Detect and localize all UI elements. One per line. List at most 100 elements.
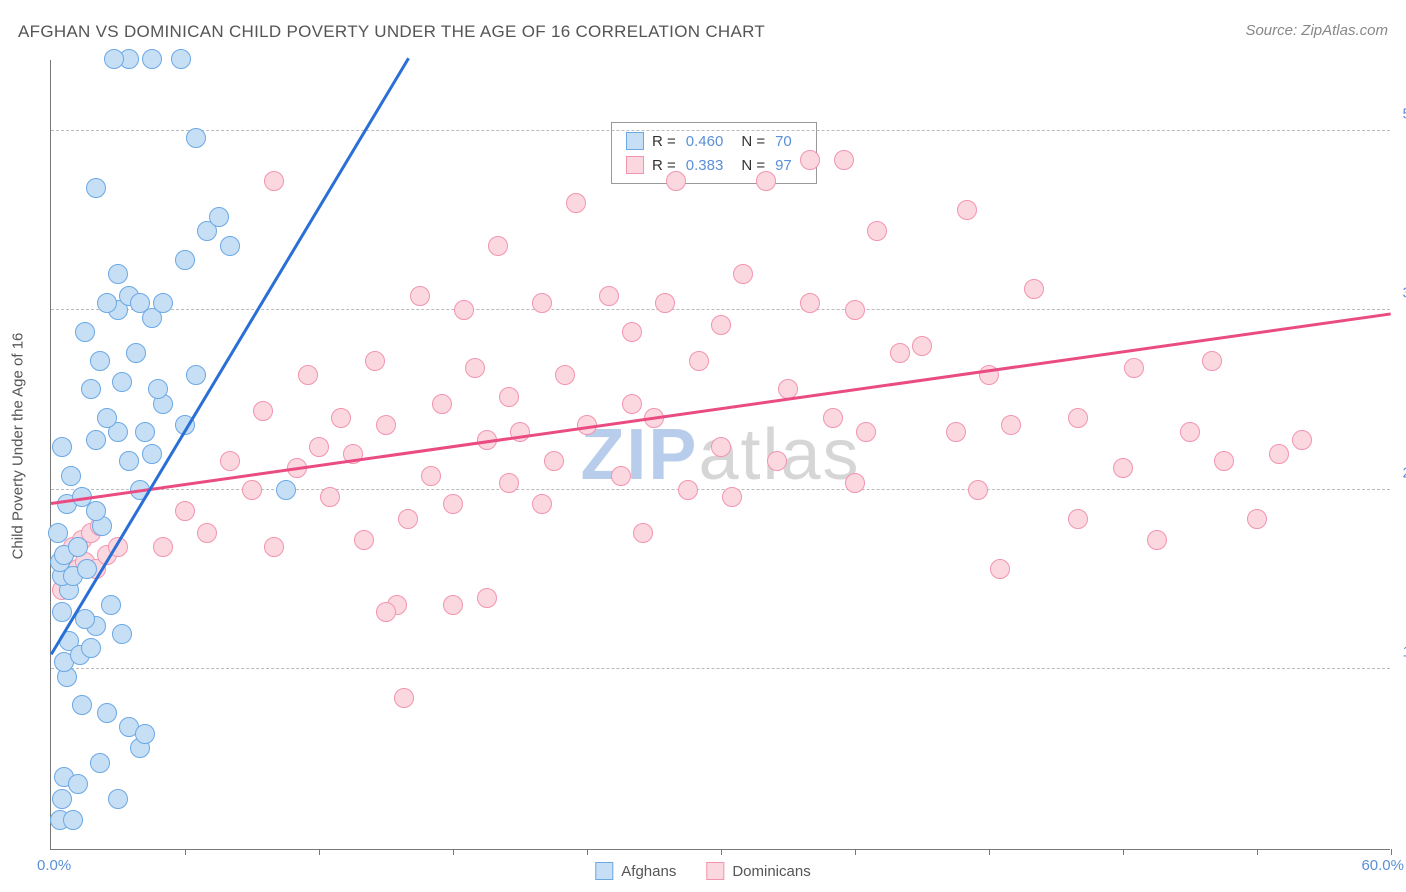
- data-point: [1247, 509, 1267, 529]
- data-point: [800, 293, 820, 313]
- data-point: [465, 358, 485, 378]
- legend-n-dominicans: 97: [775, 157, 792, 174]
- legend-label-dominicans: Dominicans: [732, 863, 810, 880]
- data-point: [394, 688, 414, 708]
- data-point: [104, 49, 124, 69]
- data-point: [666, 171, 686, 191]
- data-point: [611, 466, 631, 486]
- data-point: [376, 415, 396, 435]
- data-point: [175, 501, 195, 521]
- data-point: [599, 286, 619, 306]
- data-point: [220, 451, 240, 471]
- data-point: [856, 422, 876, 442]
- data-point: [220, 236, 240, 256]
- data-point: [488, 236, 508, 256]
- y-tick-label: 25.0%: [1402, 464, 1406, 481]
- data-point: [1202, 351, 1222, 371]
- legend-row-dominicans: R = 0.383 N = 97: [626, 153, 802, 177]
- data-point: [532, 293, 552, 313]
- data-point: [108, 789, 128, 809]
- chart-source: Source: ZipAtlas.com: [1245, 22, 1388, 39]
- data-point: [867, 221, 887, 241]
- data-point: [1180, 422, 1200, 442]
- x-tick: [453, 849, 454, 855]
- data-point: [499, 387, 519, 407]
- y-tick-label: 50.0%: [1402, 105, 1406, 122]
- data-point: [90, 351, 110, 371]
- data-point: [276, 480, 296, 500]
- x-tick: [319, 849, 320, 855]
- data-point: [320, 487, 340, 507]
- data-point: [443, 494, 463, 514]
- x-tick: [989, 849, 990, 855]
- data-point: [186, 128, 206, 148]
- legend-swatch-dominicans: [626, 156, 644, 174]
- legend-r-afghans: 0.460: [686, 133, 724, 150]
- legend-n-label: N =: [741, 133, 765, 150]
- data-point: [197, 523, 217, 543]
- x-min-label: 0.0%: [37, 857, 71, 874]
- data-point: [97, 703, 117, 723]
- data-point: [544, 451, 564, 471]
- data-point: [689, 351, 709, 371]
- data-point: [186, 365, 206, 385]
- data-point: [101, 595, 121, 615]
- data-point: [890, 343, 910, 363]
- plot-area: ZIPatlas 0.0% 60.0% R = 0.460 N = 70 R =…: [50, 60, 1390, 850]
- data-point: [834, 150, 854, 170]
- data-point: [722, 487, 742, 507]
- data-point: [112, 372, 132, 392]
- legend-correlation: R = 0.460 N = 70 R = 0.383 N = 97: [611, 122, 817, 184]
- data-point: [990, 559, 1010, 579]
- data-point: [622, 322, 642, 342]
- data-point: [845, 473, 865, 493]
- data-point: [454, 300, 474, 320]
- x-tick: [587, 849, 588, 855]
- data-point: [81, 379, 101, 399]
- data-point: [800, 150, 820, 170]
- data-point: [946, 422, 966, 442]
- data-point: [365, 351, 385, 371]
- data-point: [1269, 444, 1289, 464]
- data-point: [97, 293, 117, 313]
- data-point: [421, 466, 441, 486]
- data-point: [52, 789, 72, 809]
- data-point: [52, 437, 72, 457]
- data-point: [1024, 279, 1044, 299]
- legend-series: Afghans Dominicans: [595, 862, 810, 880]
- x-tick: [721, 849, 722, 855]
- data-point: [845, 300, 865, 320]
- data-point: [622, 394, 642, 414]
- data-point: [711, 437, 731, 457]
- data-point: [77, 559, 97, 579]
- x-tick: [1123, 849, 1124, 855]
- gridline: [51, 309, 1390, 310]
- data-point: [733, 264, 753, 284]
- legend-n-afghans: 70: [775, 133, 792, 150]
- legend-item-dominicans: Dominicans: [706, 862, 810, 880]
- data-point: [72, 695, 92, 715]
- data-point: [119, 451, 139, 471]
- data-point: [711, 315, 731, 335]
- data-point: [566, 193, 586, 213]
- legend-swatch-afghans: [626, 132, 644, 150]
- data-point: [756, 171, 776, 191]
- legend-item-afghans: Afghans: [595, 862, 676, 880]
- data-point: [209, 207, 229, 227]
- data-point: [1068, 408, 1088, 428]
- data-point: [142, 49, 162, 69]
- data-point: [61, 466, 81, 486]
- data-point: [968, 480, 988, 500]
- data-point: [75, 322, 95, 342]
- y-tick-label: 12.5%: [1402, 644, 1406, 661]
- legend-swatch-dominicans: [706, 862, 724, 880]
- data-point: [678, 480, 698, 500]
- data-point: [298, 365, 318, 385]
- data-point: [108, 264, 128, 284]
- data-point: [97, 408, 117, 428]
- data-point: [477, 588, 497, 608]
- data-point: [309, 437, 329, 457]
- data-point: [1124, 358, 1144, 378]
- data-point: [112, 624, 132, 644]
- data-point: [443, 595, 463, 615]
